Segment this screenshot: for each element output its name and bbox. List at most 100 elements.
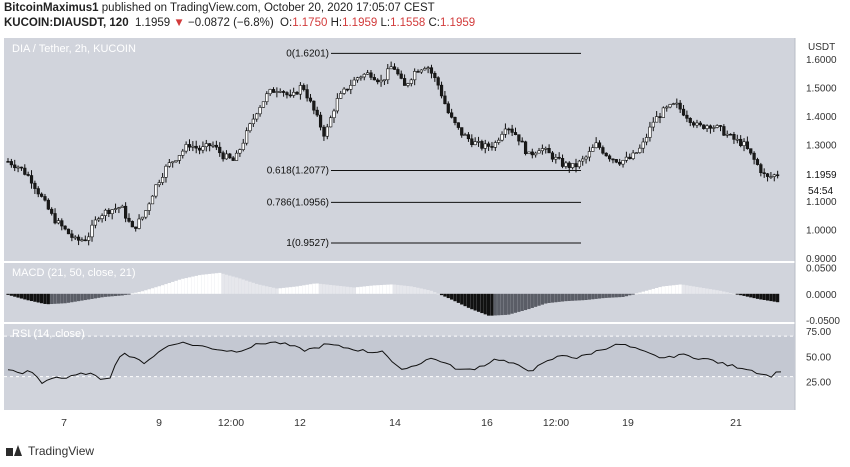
macd-legend: MACD (21, 50, close, 21)	[12, 267, 136, 279]
candle	[668, 104, 672, 108]
macd-histogram-bar	[113, 293, 118, 297]
candle	[591, 147, 595, 152]
macd-histogram-bar	[140, 291, 145, 294]
macd-histogram-bar	[567, 293, 571, 301]
candle	[157, 182, 161, 186]
macd-histogram-bar	[601, 293, 605, 299]
candle	[638, 147, 642, 153]
low-value: 1.1558	[390, 17, 426, 29]
macd-histogram-bar	[130, 293, 134, 295]
candle	[372, 77, 376, 81]
macd-histogram-bar	[16, 293, 20, 298]
macd-histogram-bar	[466, 293, 471, 308]
macd-histogram-bar	[507, 293, 511, 315]
candle	[318, 114, 323, 128]
macd-histogram-bar	[685, 285, 689, 294]
macd-histogram-bar	[93, 293, 97, 299]
candle	[581, 158, 585, 162]
macd-histogram-bar	[493, 293, 497, 316]
candle	[211, 144, 215, 147]
candle	[722, 126, 726, 136]
candle	[473, 141, 477, 146]
macd-histogram-bar	[103, 293, 108, 297]
candle	[60, 220, 64, 227]
macd-histogram-bar	[154, 287, 158, 294]
macd-histogram-bar	[73, 293, 77, 302]
macd-histogram-bar	[137, 291, 141, 294]
candle	[476, 141, 481, 143]
candle	[702, 124, 706, 129]
candle	[547, 148, 551, 154]
candle	[742, 141, 746, 146]
macd-histogram-bar	[597, 293, 602, 299]
macd-histogram-bar	[292, 286, 296, 294]
candle	[16, 166, 20, 169]
macd-histogram-bar	[728, 292, 733, 294]
symbol-line: KUCOIN:DIAUSDT, 120 1.1959 ▼ −0.0872 (−6…	[4, 17, 475, 29]
published-line: BitcoinMaximus1 published on TradingView…	[4, 2, 435, 14]
macd-histogram-bar	[419, 288, 423, 294]
candle	[759, 164, 763, 174]
candle	[399, 73, 403, 79]
macd-histogram-bar	[772, 293, 776, 302]
open-label: O:	[280, 17, 293, 29]
macd-histogram-bar	[33, 293, 37, 302]
rsi-axis-tick: 75.00	[806, 327, 831, 338]
candle	[490, 146, 494, 148]
macd-histogram-bar	[134, 292, 138, 294]
candle	[362, 73, 366, 78]
macd-histogram-bar	[453, 293, 457, 302]
price-axis-unit: USDT	[808, 42, 835, 53]
candle	[113, 208, 118, 210]
candle	[164, 165, 168, 178]
candle	[618, 161, 622, 165]
macd-histogram-bar	[325, 284, 329, 294]
down-triangle-icon: ▼	[173, 17, 185, 29]
macd-histogram-bar	[70, 293, 74, 303]
macd-histogram-bar	[23, 293, 27, 300]
candle	[184, 144, 188, 152]
candle	[493, 142, 497, 148]
macd-histogram-bar	[258, 284, 262, 294]
candle	[97, 218, 101, 221]
macd-histogram-bar	[450, 293, 454, 300]
macd-histogram-bar	[540, 293, 544, 305]
time-axis-tick: 12:00	[543, 417, 569, 429]
macd-histogram-bar	[510, 293, 514, 314]
candle	[325, 126, 329, 137]
candle	[611, 158, 615, 161]
candle	[628, 156, 632, 160]
macd-histogram-bar	[769, 293, 773, 302]
macd-histogram-bar	[426, 289, 430, 294]
macd-histogram-bar	[224, 274, 229, 294]
candle	[634, 152, 639, 154]
macd-histogram-bar	[584, 293, 588, 301]
candle	[359, 76, 363, 79]
macd-histogram-bar	[110, 293, 114, 297]
candle	[23, 167, 27, 175]
candle	[161, 177, 165, 183]
author-name[interactable]: BitcoinMaximus1	[4, 2, 99, 14]
bar-countdown: 54:54	[808, 186, 833, 197]
macd-histogram-bar	[157, 286, 161, 294]
candle	[621, 160, 625, 165]
macd-histogram-bar	[345, 286, 350, 294]
candle	[231, 157, 235, 161]
footer-brand[interactable]: TradingView	[28, 444, 95, 458]
macd-axis-tick: 0.0000	[806, 290, 837, 301]
candle	[678, 102, 682, 110]
candle	[29, 175, 34, 184]
candle	[692, 122, 696, 126]
candle	[144, 210, 148, 218]
macd-histogram-bar	[392, 284, 397, 294]
macd-histogram-bar	[389, 284, 393, 294]
price-axis-tick: 1.3000	[806, 140, 837, 151]
macd-histogram-bar	[26, 293, 30, 301]
macd-histogram-bar	[409, 286, 413, 294]
candle	[554, 156, 558, 160]
candle	[140, 216, 145, 220]
candle	[305, 89, 309, 99]
candle	[594, 142, 598, 149]
candle	[470, 138, 474, 146]
